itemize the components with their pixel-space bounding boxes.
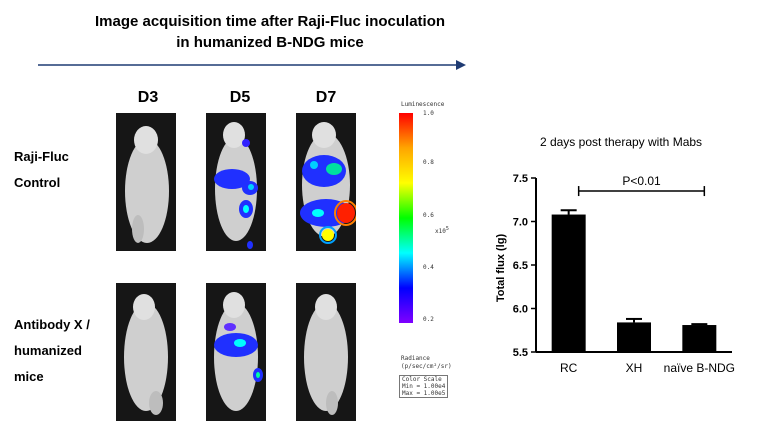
chart-y-axis-label: Total flux (lg) xyxy=(495,234,507,303)
row-label-line: Control xyxy=(14,175,61,190)
chart-title: 2 days post therapy with Mabs xyxy=(540,135,702,149)
bar xyxy=(551,214,586,352)
bar xyxy=(617,322,651,352)
mouse-image-antibody-d3 xyxy=(116,283,176,421)
row-label-line: mice xyxy=(14,369,44,384)
y-tick-label: 7.5 xyxy=(513,173,528,185)
x-tick-label: naïve B-NDG xyxy=(664,361,735,375)
figure-title-line1: Image acquisition time after Raji-Fluc i… xyxy=(94,13,446,30)
y-tick-label: 6.5 xyxy=(513,260,528,272)
color-tick: 0.6 xyxy=(423,212,434,219)
color-scale-multiplier: x105 xyxy=(435,226,449,235)
luminescence-color-scale: Luminescence 1.0 0.8 0.6 0.4 0.2 x105 Ra… xyxy=(397,101,472,403)
chart-marks: 5.5 6.0 6.5 7.0 7.5 RC XH naïve B-NDG P<0.01 xyxy=(513,173,735,375)
color-tick: 0.2 xyxy=(423,316,434,323)
color-tick: 1.0 xyxy=(423,110,434,117)
row-label-control: Raji-Fluc Control xyxy=(14,144,69,196)
color-scale-box-title: Color Scale xyxy=(402,376,442,383)
color-tick: 0.4 xyxy=(423,264,434,271)
total-flux-bar-chart: 2 days post therapy with Mabs Total flux… xyxy=(495,135,735,375)
mouse-image-control-d7 xyxy=(296,113,356,251)
mouse-image-control-d3 xyxy=(116,113,176,251)
bar xyxy=(682,325,717,352)
mouse-image-antibody-d5 xyxy=(206,283,266,421)
color-scale-title: Luminescence xyxy=(401,101,445,108)
color-scale-minmax-box: Color Scale Min = 1.00e4 Max = 1.00e5 xyxy=(399,375,449,398)
color-gradient-bar xyxy=(399,113,413,323)
day-label-d3: D3 xyxy=(137,89,159,106)
color-scale-min: Min = 1.00e4 xyxy=(402,383,446,390)
row-label-line: Raji-Fluc xyxy=(14,149,69,164)
y-tick-label: 5.5 xyxy=(513,347,528,359)
color-scale-max: Max = 1.00e5 xyxy=(402,390,446,397)
timeline-arrow xyxy=(38,60,466,70)
x-tick-label: RC xyxy=(560,361,578,375)
day-label-d7: D7 xyxy=(315,89,337,106)
row-label-antibody: Antibody X / humanized mice xyxy=(14,312,90,390)
significance-label: P<0.01 xyxy=(622,174,661,188)
day-label-d5: D5 xyxy=(229,89,251,106)
row-label-line: humanized xyxy=(14,343,82,358)
radiance-units: (p/sec/cm²/sr) xyxy=(401,363,452,370)
y-tick-label: 6.0 xyxy=(513,304,528,316)
mouse-image-antibody-d7 xyxy=(296,283,356,421)
mouse-image-control-d5 xyxy=(206,113,266,251)
radiance-label: Radiance xyxy=(401,355,430,362)
figure-title-line2: in humanized B-NDG mice xyxy=(176,34,364,51)
y-tick-label: 7.0 xyxy=(513,217,528,229)
color-tick: 0.8 xyxy=(423,159,434,166)
row-label-line: Antibody X / xyxy=(14,317,90,332)
x-tick-label: XH xyxy=(626,361,643,375)
